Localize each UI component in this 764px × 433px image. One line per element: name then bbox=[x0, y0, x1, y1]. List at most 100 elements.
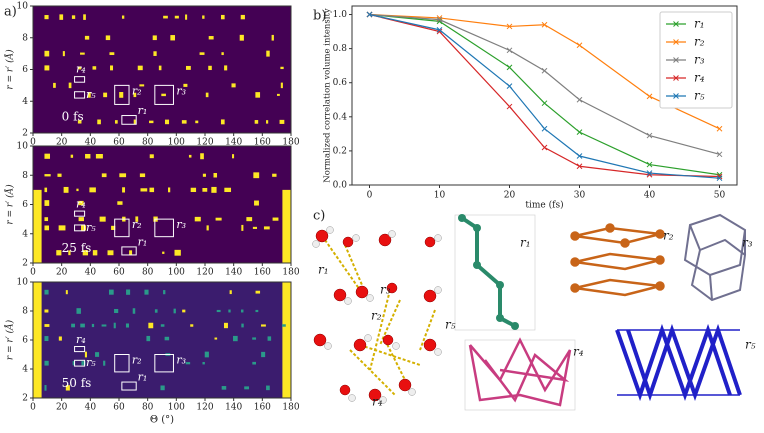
heat-blob bbox=[84, 35, 90, 40]
heat-blob bbox=[211, 186, 217, 193]
x-axis-label: Θ (°) bbox=[150, 415, 174, 426]
y-axis-label: r = r′ (Å) bbox=[4, 184, 16, 225]
heat-blob bbox=[144, 289, 149, 295]
heat-blob bbox=[71, 15, 76, 19]
heat-blob bbox=[221, 52, 224, 56]
heat-blob bbox=[85, 153, 91, 159]
point-marker bbox=[506, 23, 513, 30]
point-marker bbox=[646, 93, 653, 100]
heat-blob bbox=[271, 34, 274, 41]
heat-blob bbox=[228, 309, 231, 313]
y-tick-label: 0.2 bbox=[333, 146, 347, 156]
x-tick-label: 20 bbox=[504, 191, 516, 201]
point-marker bbox=[506, 64, 513, 71]
region-box bbox=[74, 224, 86, 232]
heat-blob bbox=[252, 361, 256, 365]
heat-blob bbox=[95, 352, 100, 357]
cluster-label: r₁ bbox=[318, 263, 329, 277]
heat-blob bbox=[109, 52, 115, 56]
heat-blob bbox=[267, 336, 272, 341]
x-tick-label: 60 bbox=[113, 268, 125, 278]
heat-blob bbox=[204, 351, 209, 358]
heat-blob bbox=[215, 217, 222, 221]
heat-edge bbox=[33, 189, 42, 263]
heat-blob bbox=[101, 173, 107, 178]
heat-blob bbox=[170, 35, 176, 41]
heat-blob bbox=[160, 385, 165, 391]
point-marker bbox=[716, 175, 723, 182]
heat-blob bbox=[255, 92, 261, 98]
region-label: r₅ bbox=[86, 221, 96, 234]
heat-edge bbox=[282, 282, 291, 398]
heat-blob bbox=[266, 385, 270, 391]
heat-blob bbox=[78, 217, 84, 222]
heat-blob bbox=[224, 187, 232, 193]
heat-blob bbox=[81, 361, 86, 366]
heat-blob bbox=[253, 172, 260, 179]
heat-blob bbox=[68, 250, 71, 256]
y-tick-label: 8 bbox=[22, 33, 28, 43]
heat-blob bbox=[88, 92, 91, 98]
heat-blob bbox=[279, 119, 285, 124]
point-marker bbox=[541, 21, 548, 28]
heat-blob bbox=[231, 83, 236, 88]
heat-blob bbox=[202, 361, 205, 365]
y-tick-label: 4 bbox=[22, 365, 28, 375]
heat-blob bbox=[208, 65, 212, 71]
legend-marker bbox=[673, 39, 679, 45]
point-marker bbox=[576, 42, 583, 49]
x-tick-label: 160 bbox=[254, 138, 271, 148]
region-label: r₁ bbox=[138, 104, 148, 117]
legend-label: r₅ bbox=[694, 89, 705, 103]
heat-blob bbox=[99, 216, 106, 222]
x-tick-label: 100 bbox=[168, 138, 185, 148]
heat-blob bbox=[95, 154, 103, 159]
heat-blob bbox=[154, 309, 158, 313]
structure-label: r₅ bbox=[745, 338, 756, 352]
y-tick-label: 10 bbox=[17, 142, 29, 152]
legend-label: r₂ bbox=[694, 35, 705, 49]
heat-blob bbox=[149, 154, 154, 159]
heat-blob bbox=[252, 226, 258, 229]
point-marker bbox=[366, 11, 373, 18]
point-marker bbox=[436, 16, 443, 23]
point-marker bbox=[576, 129, 583, 136]
structure-label: r₁ bbox=[520, 236, 531, 250]
y-tick-label: 0.0 bbox=[333, 181, 348, 191]
heat-blob bbox=[239, 34, 244, 41]
heat-blob bbox=[233, 335, 238, 342]
x-tick-label: 30 bbox=[574, 191, 586, 201]
heat-blob bbox=[44, 385, 47, 391]
heat-blob bbox=[133, 119, 136, 125]
x-tick-label: 140 bbox=[225, 268, 242, 278]
x-tick-label: 60 bbox=[113, 138, 125, 148]
region-box bbox=[114, 84, 130, 105]
legend-marker bbox=[673, 93, 679, 99]
y-tick-label: 4 bbox=[22, 97, 28, 107]
y-tick-label: 8 bbox=[22, 307, 28, 317]
heat-blob bbox=[213, 173, 218, 178]
panel-label: c) bbox=[313, 209, 325, 224]
heat-blob bbox=[110, 65, 114, 71]
heat-blob bbox=[281, 324, 286, 327]
heat-blob bbox=[152, 35, 157, 41]
heat-blob bbox=[163, 290, 166, 295]
heat-blob bbox=[221, 386, 227, 390]
heat-blob bbox=[44, 289, 49, 295]
x-tick-label: 120 bbox=[196, 403, 213, 413]
heat-blob bbox=[89, 187, 96, 193]
heat-blob bbox=[148, 322, 154, 329]
x-tick-label: 40 bbox=[85, 268, 97, 278]
heat-blob bbox=[44, 200, 50, 206]
heat-blob bbox=[119, 173, 127, 178]
heat-blob bbox=[164, 119, 170, 125]
heatmap-bg bbox=[33, 6, 291, 133]
region-label: r₂ bbox=[132, 353, 142, 366]
time-label: 0 fs bbox=[62, 110, 84, 124]
heat-blob bbox=[119, 92, 124, 98]
heat-blob bbox=[229, 290, 232, 295]
heatmap-bg bbox=[33, 146, 291, 263]
x-tick-label: 20 bbox=[56, 403, 68, 413]
structures bbox=[312, 213, 747, 411]
x-tick-label: 0 bbox=[367, 191, 373, 201]
